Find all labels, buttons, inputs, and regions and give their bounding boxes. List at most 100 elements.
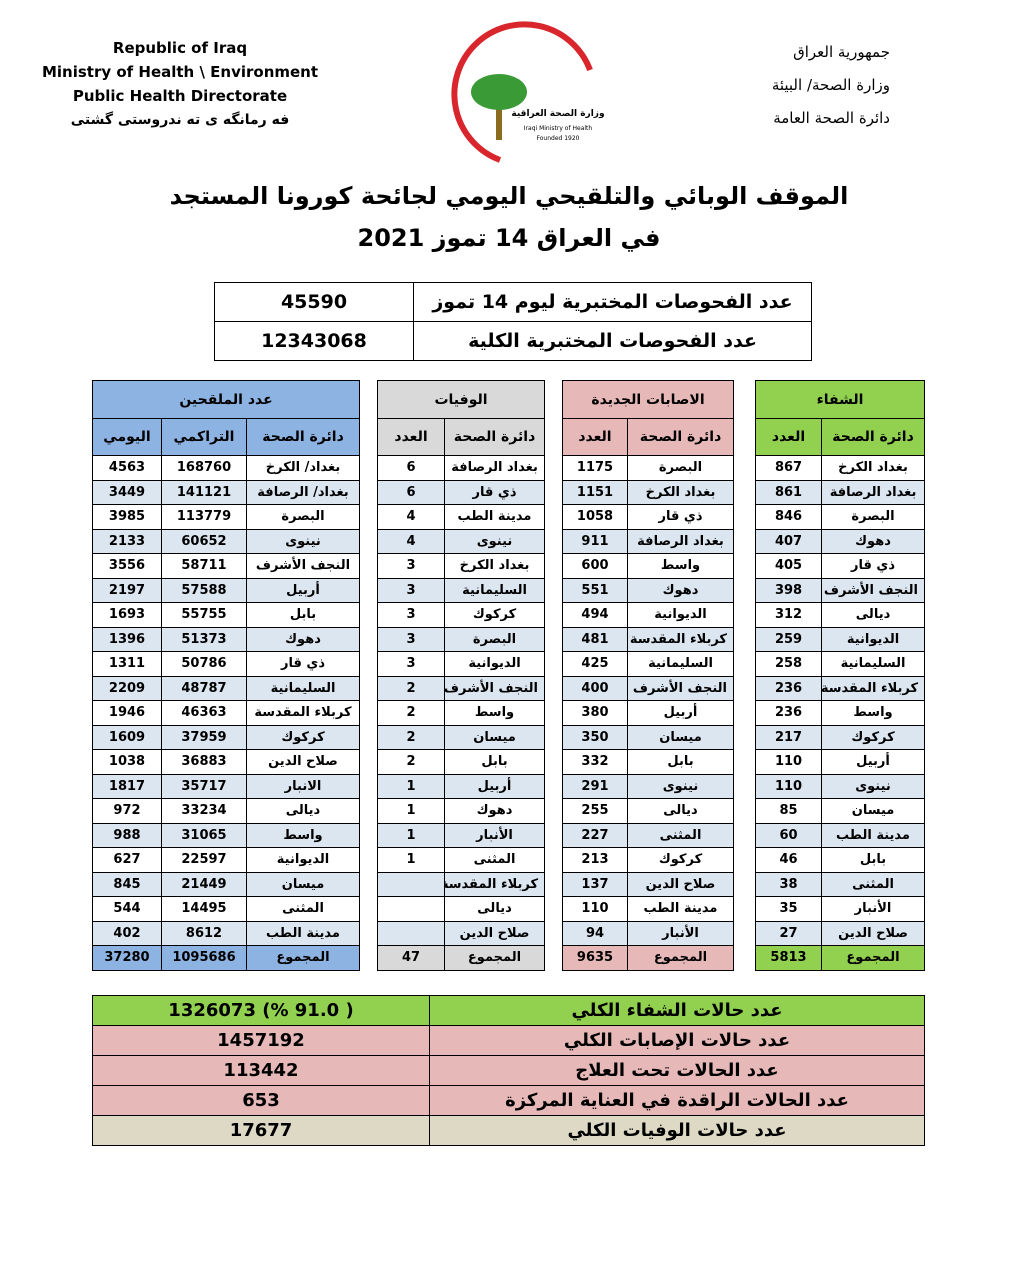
table-cell: 60 xyxy=(754,822,823,848)
data-row: عدد الحالات الراقدة في العناية المركزة 65… xyxy=(92,1085,925,1116)
data-row: بابل 55755 1693 xyxy=(92,602,360,628)
table-cell: واسط xyxy=(821,700,926,726)
data-row: بابل 46 xyxy=(754,847,926,873)
table-cell: 1817 xyxy=(92,773,162,799)
data-row: واسط 236 xyxy=(754,700,926,726)
table-cell: 110 xyxy=(562,896,628,922)
total-row: المجموع 1095686 37280 xyxy=(92,945,360,971)
table-cell: الأنبار xyxy=(444,822,546,848)
table-cell: المجموع xyxy=(444,945,546,971)
table-cell: السليمانية xyxy=(246,675,360,701)
table-cell: نينوى xyxy=(627,773,734,799)
table-cell: 1 xyxy=(376,822,446,848)
table-cell: صلاح الدين xyxy=(246,749,360,775)
table-cell: 407 xyxy=(754,528,823,554)
data-row: السليمانية 258 xyxy=(754,651,926,677)
summary-table: عدد حالات الشفاء الكلي( 91.0 %) 1326073 ع… xyxy=(92,995,925,1146)
table-cell: 60652 xyxy=(161,528,247,554)
table-cell: 35717 xyxy=(161,773,247,799)
data-row: بابل 2 xyxy=(376,749,546,775)
column-header: دائرة الصحة xyxy=(821,418,926,456)
data-row: دهوك 51373 1396 xyxy=(92,626,360,652)
table-cell: 3 xyxy=(376,553,446,579)
column-header: دائرة الصحة xyxy=(444,418,546,456)
header-row: دائرة الصحة العدد xyxy=(376,418,546,456)
table-cell: 4 xyxy=(376,504,446,530)
cases-table-box: الاصابات الجديدة دائرة الصحة العدد البصرة 11… xyxy=(562,380,734,971)
table-cell: نينوى xyxy=(821,773,926,799)
table-cell: ديالى xyxy=(246,798,360,824)
table-cell: 425 xyxy=(562,651,628,677)
table-cell: 57588 xyxy=(161,577,247,603)
table-cell: أربيل xyxy=(821,749,926,775)
table-cell: نينوى xyxy=(246,528,360,554)
table-title: الاصابات الجديدة xyxy=(562,380,734,419)
data-row: دهوك 407 xyxy=(754,528,926,554)
logo-text: Founded 1920 xyxy=(537,135,580,142)
data-row: بغداد الرصافة 911 xyxy=(562,528,734,554)
cases-table: الاصابات الجديدة دائرة الصحة العدد البصرة 11… xyxy=(562,380,734,971)
table-cell: ميسان xyxy=(821,798,926,824)
header-line: Public Health Directorate xyxy=(72,87,288,105)
vaccinated-table: عدد الملقحين دائرة الصحة التراكمي اليومي بغد… xyxy=(92,380,360,971)
table-cell: 46 xyxy=(754,847,823,873)
deaths-table: الوفيات دائرة الصحة العدد بغداد الرصافة 6 ذي … xyxy=(376,380,546,971)
table-cell: دهوك xyxy=(627,577,734,603)
data-row: الأنبار 1 xyxy=(376,822,546,848)
table-cell: دهوك xyxy=(821,528,926,554)
table-cell: 653 xyxy=(92,1085,430,1116)
table-cell: ذي قار xyxy=(821,553,926,579)
table-cell: بابل xyxy=(627,749,734,775)
table-cell: 627 xyxy=(92,847,162,873)
table-cell: واسط xyxy=(444,700,546,726)
data-row: بغداد الكرخ 867 xyxy=(754,455,926,481)
data-row: بغداد/ الرصافة 141121 3449 xyxy=(92,479,360,505)
table-cell: 113779 xyxy=(161,504,247,530)
data-row: عدد حالات الوفيات الكلي 17677 xyxy=(92,1115,925,1146)
total-row: المجموع 9635 xyxy=(562,945,734,971)
data-row: بغداد/ الكرخ 168760 4563 xyxy=(92,455,360,481)
table-cell: بغداد/ الكرخ xyxy=(246,455,360,481)
data-row: السليمانية 48787 2209 xyxy=(92,675,360,701)
table-cell: 2133 xyxy=(92,528,162,554)
data-row: ميسان 21449 845 xyxy=(92,871,360,897)
table-cell: الأنبار xyxy=(821,896,926,922)
data-row: كركوك 3 xyxy=(376,602,546,628)
table-cell: أربيل xyxy=(444,773,546,799)
table-cell: عدد حالات الشفاء الكلي xyxy=(429,995,925,1026)
table-cell: صلاح الدين xyxy=(444,920,546,946)
table-cell: 46363 xyxy=(161,700,247,726)
data-row: أربيل 380 xyxy=(562,700,734,726)
data-row: الديوانية 259 xyxy=(754,626,926,652)
data-row: كربلاء المقدسة 236 xyxy=(754,675,926,701)
table-cell: 402 xyxy=(92,920,162,946)
table-cell: 2209 xyxy=(92,675,162,701)
table-cell: السليمانية xyxy=(627,651,734,677)
table-cell: مدينة الطب xyxy=(444,504,546,530)
table-cell: كركوك xyxy=(627,847,734,873)
data-row: ميسان 85 xyxy=(754,798,926,824)
table-cell: 3 xyxy=(376,651,446,677)
table-cell: عدد حالات الوفيات الكلي xyxy=(429,1115,925,1146)
data-row: المثنى 1 xyxy=(376,847,546,873)
recovery-table-box: الشفاء دائرة الصحة العدد بغداد الكرخ 867 بغدا… xyxy=(754,380,926,971)
data-row: ذي قار 405 xyxy=(754,553,926,579)
table-cell: 227 xyxy=(562,822,628,848)
table-cell: 6 xyxy=(376,455,446,481)
table-cell: 4 xyxy=(376,528,446,554)
data-row: نينوى 291 xyxy=(562,773,734,799)
data-row: النجف الأشرف 58711 3556 xyxy=(92,553,360,579)
table-cell: بغداد الرصافة xyxy=(821,479,926,505)
table-cell: 259 xyxy=(754,626,823,652)
table-cell: واسط xyxy=(627,553,734,579)
data-row: الانبار 35717 1817 xyxy=(92,773,360,799)
data-row: ذي قار 50786 1311 xyxy=(92,651,360,677)
table-cell: النجف الأشرف xyxy=(444,675,546,701)
table-cell: مدينة الطب xyxy=(246,920,360,946)
table-cell: النجف الأشرف xyxy=(246,553,360,579)
data-row: البصرة 113779 3985 xyxy=(92,504,360,530)
column-header: دائرة الصحة xyxy=(246,418,360,456)
table-cell xyxy=(376,896,446,922)
table-cell: أربيل xyxy=(246,577,360,603)
